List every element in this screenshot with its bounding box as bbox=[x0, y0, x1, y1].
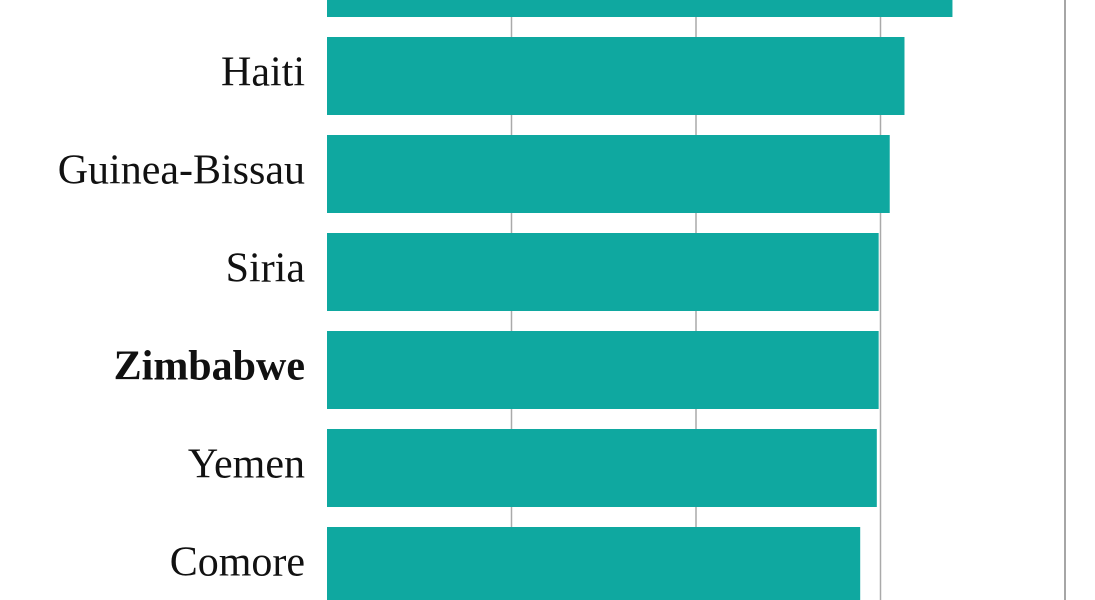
y-tick-label: Guinea-Bissau bbox=[58, 148, 305, 194]
y-tick-label: Haiti bbox=[221, 50, 305, 96]
bar bbox=[327, 37, 905, 115]
y-tick-label: Zimbabwe bbox=[114, 344, 305, 390]
bar bbox=[327, 527, 861, 600]
y-tick-label: Yemen bbox=[188, 442, 305, 488]
bar bbox=[327, 429, 877, 507]
y-tick-label: Siria bbox=[226, 246, 306, 292]
bar bbox=[327, 233, 879, 311]
bar bbox=[327, 135, 890, 213]
bar bbox=[327, 0, 953, 17]
y-tick-label: Comore bbox=[170, 540, 305, 586]
bar bbox=[327, 331, 879, 409]
